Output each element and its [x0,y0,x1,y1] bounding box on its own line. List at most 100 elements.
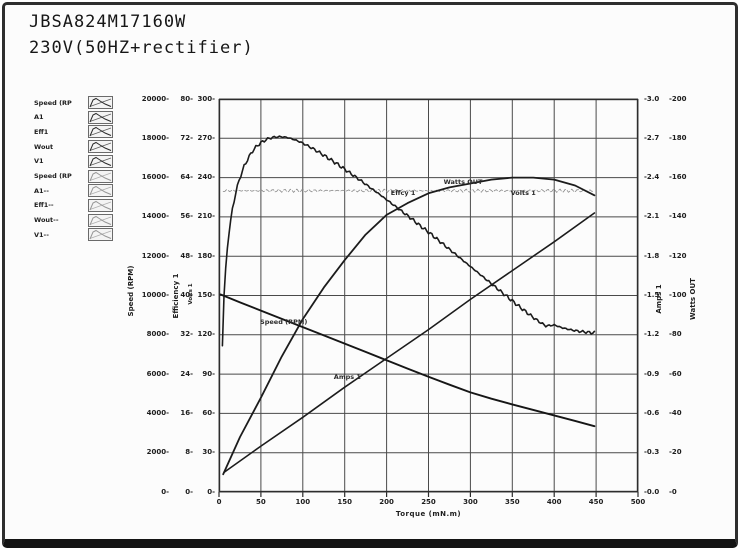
y-tick-label: 24- [180,369,193,378]
curve-thumbnail-icon [88,169,113,183]
y-tick-label: 300- [197,94,215,103]
legend-item-label: Speed (RP [34,172,72,180]
watts-axis-ticks: -200 -180 -160 -140 -120 -100 -80 -60 -40 -20 -0 [669,95,699,496]
curve-thumbnail-icon [88,96,113,109]
y-tick-label: -1.5 [644,291,660,299]
curve-effcy [221,135,596,347]
amps-axis-title: Amps 1 [655,284,663,314]
y-tick-label: 4000- [146,408,169,417]
y-tick-label: 8000- [146,330,169,339]
y-tick-label: 32- [180,330,193,339]
torque-axis-ticks: 0 50 100 150 200 250 300 350 400 450 500 [216,498,646,508]
x-tick-label: 500 [630,498,646,506]
y-tick-label: 72- [180,133,193,142]
legend-item-label: Wout [34,142,54,151]
y-tick-label: 56- [180,212,193,221]
y-tick-label: 16- [180,408,193,417]
model-number-title: JBSA824M17160W [29,12,187,32]
speed-axis-ticks: 20000- 18000- 16000- 14000- 12000- 10000- 8000… [129,95,169,496]
y-tick-label: 14000- [141,212,169,221]
y-tick-label: 120- [197,330,215,339]
y-tick-label: -2.4 [644,173,660,182]
y-tick-label: -180 [669,133,687,142]
y-tick-label: -3.0 [644,94,660,103]
y-tick-label: -0.3 [644,448,660,457]
x-tick-label: 250 [421,498,436,506]
curve-thumbnail-icon [88,154,113,168]
plot-area: Speed (RPM) Amps 1 Effcy 1 Watts OUT Volts 1 [218,98,639,497]
y-tick-label: 64- [180,173,193,182]
legend-item-label: Eff1-- [34,201,54,210]
speed-axis-title: Speed (RPM) [127,265,135,317]
y-tick-label: -20 [669,448,682,457]
x-tick-label: 150 [337,498,352,506]
curve-label: Amps 1 [333,372,361,381]
legend-item: Wout-- [34,213,113,227]
curve-amps [223,212,596,474]
y-tick-label: 8- [185,448,193,457]
x-tick-label: 450 [588,498,604,506]
y-tick-label: 210- [197,212,215,221]
y-tick-label: 0- [207,487,215,496]
curve-thumbnail-icon [88,110,113,124]
y-tick-label: 80- [180,94,193,103]
test-condition-title: 230V(50HZ+rectifier) [29,38,254,58]
y-tick-label: 150- [197,291,215,299]
curve-thumbnail-icon [88,213,113,227]
legend-item-label: V1 [34,157,44,166]
x-tick-label: 100 [295,498,311,506]
y-tick-label: -0 [669,487,677,496]
y-tick-label: 180- [197,251,215,260]
legend-item-label: Eff1 [34,127,49,136]
volts-axis-title: Volts 1 [188,283,194,305]
curve-thumbnail-icon [88,125,113,139]
y-tick-label: -80 [669,330,682,339]
legend-item: V1 [34,154,113,168]
y-tick-label: 30- [202,448,215,457]
y-tick-label: 18000- [141,133,169,142]
chart-canvas [218,98,639,497]
volts-axis-ticks: 300- 270- 240- 210- 180- 150- 120- 90- 60- 30- 0- [191,95,215,496]
x-tick-label: 300 [463,498,478,506]
x-tick-label: 200 [379,498,394,506]
y-tick-label: -120 [669,251,687,260]
y-tick-label: -140 [669,212,687,221]
x-tick-label: 400 [546,498,562,506]
y-tick-label: -200 [669,94,687,103]
legend-item-label: V1-- [34,230,49,239]
y-tick-label: -40 [669,408,682,417]
y-tick-label: 40- [180,291,193,299]
y-tick-label: -2.1 [644,212,660,221]
curve-label: Watts OUT [443,177,483,186]
legend-item: Speed (RP [34,96,113,109]
efficiency-axis-ticks: 80- 72- 64- 56- 48- 40- 32- 24- 16- 8- 0- [169,95,193,496]
curve-volts [222,188,595,193]
y-tick-label: 10000- [141,291,169,299]
curve-speed [219,293,596,428]
curve-thumbnail-icon [88,198,113,212]
x-tick-label: 50 [256,498,266,506]
legend-item-label: Wout-- [34,216,59,225]
curve-legend: Speed (RP A1 Eff1 Wout V1 Speed (RP A1-- Eff1--… [34,96,113,246]
torque-axis-title: Torque (mN.m) [395,510,462,518]
y-tick-label: 240- [197,173,215,182]
y-tick-label: -0.0 [644,487,660,496]
x-tick-label: 350 [504,498,520,506]
y-tick-label: -1.2 [644,330,660,339]
y-tick-label: -60 [669,369,682,378]
curve-label: Effcy 1 [390,189,416,198]
y-tick-label: -100 [669,291,687,299]
y-tick-label: -0.9 [644,369,660,378]
legend-item: A1 [34,110,113,124]
legend-item-label: A1 [34,113,44,122]
curve-label: Speed (RPM) [260,317,308,326]
y-tick-label: -0.6 [644,408,660,417]
legend-item: Eff1 [34,125,113,139]
legend-item-label: Speed (RP [34,98,72,107]
x-tick-label: 0 [216,498,222,506]
amps-axis-ticks: -3.0 -2.7 -2.4 -2.1 -1.8 -1.5 -1.2 -0.9 -0.6 -0.3… [644,95,670,496]
y-tick-label: 16000- [141,173,169,182]
y-tick-label: 60- [202,408,215,417]
y-tick-label: 20000- [141,94,169,103]
watts-axis-title: Watts OUT [689,278,697,320]
